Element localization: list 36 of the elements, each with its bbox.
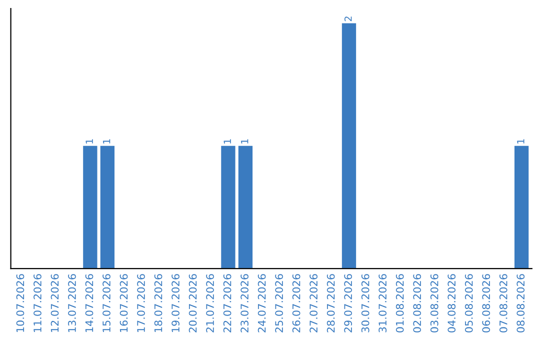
x-tick-label: 13.07.2026 xyxy=(68,274,76,332)
x-tick-label: 12.07.2026 xyxy=(50,274,59,332)
data-label: 1 xyxy=(241,139,248,144)
data-label: 1 xyxy=(224,139,231,144)
x-tick-label: 30.07.2026 xyxy=(361,274,370,332)
x-tick-label: 05.08.2026 xyxy=(464,274,473,332)
x-tick-label: 22.07.2026 xyxy=(223,274,232,332)
x-tick-label: 18.07.2026 xyxy=(154,274,162,332)
x-tick-label: 27.07.2026 xyxy=(310,274,318,332)
data-label: 2 xyxy=(344,16,352,22)
x-tick-label: 07.08.2026 xyxy=(499,274,508,332)
x-tick-label: 23.07.2026 xyxy=(240,274,248,332)
x-tick-label: 25.07.2026 xyxy=(275,274,283,332)
x-tick-label: 16.07.2026 xyxy=(120,274,128,332)
x-tick-label: 14.07.2026 xyxy=(85,274,94,332)
data-label: 1 xyxy=(517,139,524,144)
x-tick-label: 20.07.2026 xyxy=(188,274,197,332)
x-tick-label: 10.07.2026 xyxy=(16,274,24,332)
x-tick-label: 29.07.2026 xyxy=(344,274,352,332)
x-tick-label: 31.07.2026 xyxy=(378,274,387,332)
x-tick-label: 19.07.2026 xyxy=(172,274,180,332)
x-tick-label: 21.07.2026 xyxy=(206,274,214,332)
x-tick-label: 02.08.2026 xyxy=(413,274,422,332)
x-tick-label: 26.07.2026 xyxy=(292,274,300,332)
x-tick-label: 01.08.2026 xyxy=(396,274,404,332)
data-label: 1 xyxy=(103,139,110,144)
data-label: 1 xyxy=(86,139,93,144)
x-tick-label: 04.08.2026 xyxy=(448,274,456,332)
x-tick-label: 06.08.2026 xyxy=(482,274,490,332)
x-tick-label: 28.07.2026 xyxy=(326,274,335,332)
x-tick-label: 03.08.2026 xyxy=(430,274,438,332)
x-tick-label: 15.07.2026 xyxy=(102,274,110,332)
x-tick-label: 17.07.2026 xyxy=(137,274,145,332)
x-tick-label: 24.07.2026 xyxy=(258,274,266,332)
x-tick-label: 08.08.2026 xyxy=(516,274,525,332)
x-tick-label: 11.07.2026 xyxy=(34,274,42,332)
